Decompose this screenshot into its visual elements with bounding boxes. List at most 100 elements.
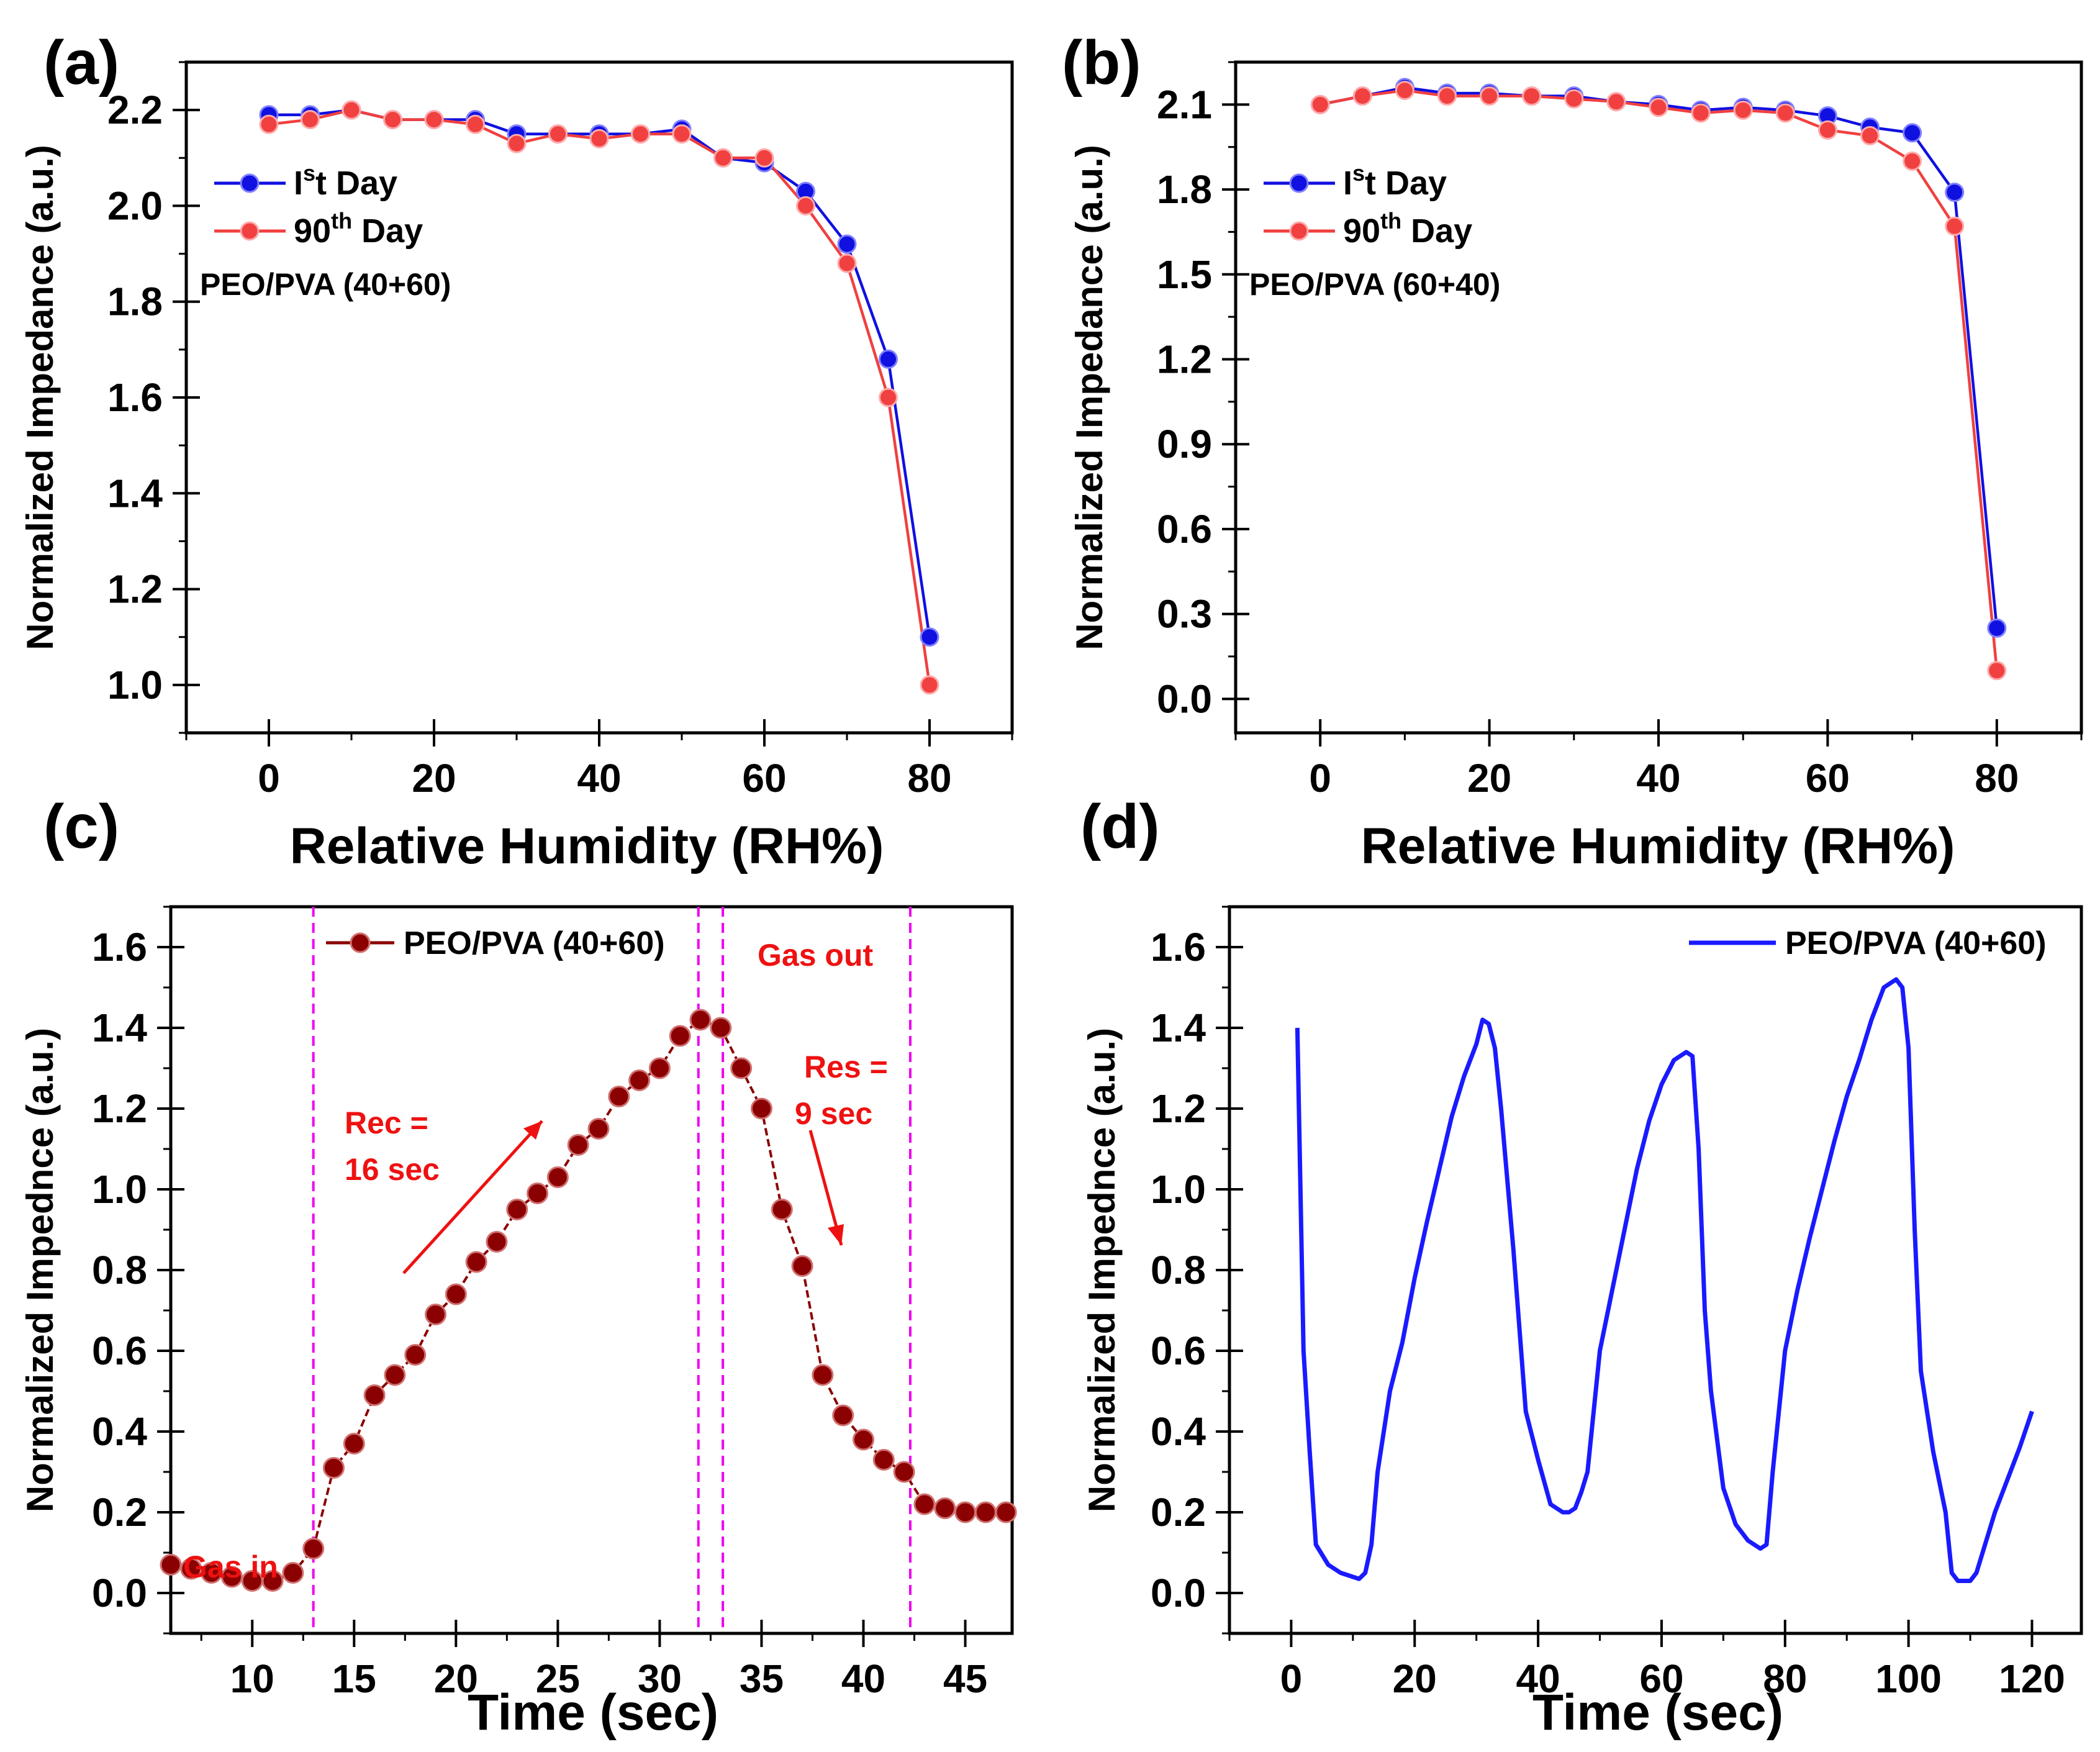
data-point [1903,123,1922,143]
data-point [424,110,444,130]
data-point [628,1069,651,1091]
data-point [730,1057,753,1079]
data-point [1437,86,1457,106]
data-point [689,1009,712,1031]
y-axis-title: Normalized Impedance (a.u.) [19,145,61,650]
y-tick-label: 2.1 [1157,82,1212,127]
panel-label: (d) [1080,792,1160,861]
y-tick-label: 1.4 [1151,1005,1206,1050]
data-point [160,1554,182,1576]
data-point [445,1283,467,1305]
legend-label-2: 90th Day [294,208,423,250]
x-axis-title: Time (sec) [468,1684,718,1741]
data-point [1606,92,1626,112]
x-tick-label: 40 [577,756,621,801]
y-tick-label: 0.6 [1157,507,1212,551]
response-arrowhead [828,1224,844,1245]
data-point [913,1493,936,1515]
sample-label: PEO/PVA (40+60) [200,267,451,302]
data-point [1860,125,1880,145]
data-point [750,1097,772,1120]
plot-frame [1228,905,2083,1635]
legend-label-2: 90th Day [1343,208,1472,250]
x-tick-label: 60 [1806,756,1850,801]
x-tick-label: 40 [1636,756,1680,801]
y-tick-label: 0.3 [1157,592,1212,637]
y-tick-label: 1.2 [1157,337,1212,381]
data-point [1310,94,1330,114]
x-tick-label: 30 [638,1656,682,1701]
y-tick-label: 1.4 [107,471,163,515]
chart-panel-4: (d) 0 20 40 60 80 100 120 0.0 0.2 0.4 0.6 0.8 1.0 1.2 1… [1080,792,2083,1741]
data-point [180,1558,202,1580]
data-point [322,1457,345,1479]
response-label-line1: Res = [804,1050,888,1084]
data-point [1733,100,1753,120]
y-tick-label: 0.0 [92,1571,147,1615]
data-point [567,1134,589,1156]
y-tick-label: 2.0 [107,183,163,228]
y-tick-label: 0.6 [1151,1328,1206,1373]
y-tick-label: 1.0 [107,663,163,707]
data-point [302,1538,325,1559]
data-point [1945,216,1965,236]
legend-marker [1289,221,1309,241]
data-point [920,675,939,695]
data-point [920,627,939,647]
legend-marker [350,932,371,953]
data-point [282,1562,304,1584]
data-point [465,1251,487,1273]
data-point [710,1017,732,1039]
data-point [486,1231,508,1253]
data-point [672,124,692,144]
x-tick-label: 20 [434,1656,478,1701]
sample-label: PEO/PVA (60+40) [1249,267,1500,302]
y-tick-label: 0.8 [92,1248,147,1292]
data-point [546,1166,569,1188]
data-point [648,1057,671,1079]
data-point [1817,120,1837,140]
x-tick-label: 60 [742,756,786,801]
legend-marker [240,173,260,193]
data-point [1564,89,1584,109]
data-point [796,196,815,216]
x-tick-label: 60 [1639,1656,1683,1701]
legend-label-1: Ist Day [294,160,397,202]
data-point [383,110,402,130]
y-axis-title: Normalized Impednce (a.u.) [1081,1028,1123,1512]
series-line [170,1018,1007,1582]
data-point [259,114,279,134]
y-tick-label: 0.8 [1151,1248,1206,1292]
data-point [343,1433,365,1455]
y-tick-label: 0.4 [92,1409,147,1454]
x-tick-label: 20 [1393,1656,1437,1701]
x-tick-label: 20 [1467,756,1511,801]
data-point [1649,98,1668,117]
data-point [879,349,898,369]
data-point [301,110,320,130]
y-tick-label: 1.2 [92,1086,147,1131]
y-tick-label: 0.0 [1151,1571,1206,1615]
x-tick-label: 80 [1975,756,2019,801]
y-tick-label: 2.2 [107,88,163,132]
panel-label: (c) [43,792,119,861]
legend-marker [240,221,260,241]
data-point [425,1304,447,1325]
data-point [587,1118,610,1140]
data-point [548,124,568,144]
data-point [589,129,609,148]
y-tick-label: 0.2 [1151,1490,1206,1535]
data-point [974,1501,997,1523]
data-point [837,234,857,254]
data-point [791,1255,813,1277]
data-point [812,1364,834,1386]
x-tick-label: 25 [536,1656,580,1701]
legend-label-1: Ist Day [1343,160,1447,202]
data-point [1352,86,1372,106]
data-point [1691,103,1711,123]
y-tick-label: 1.4 [92,1005,147,1050]
x-tick-label: 80 [907,756,951,801]
y-tick-label: 1.5 [1157,252,1212,297]
data-point [893,1461,915,1483]
